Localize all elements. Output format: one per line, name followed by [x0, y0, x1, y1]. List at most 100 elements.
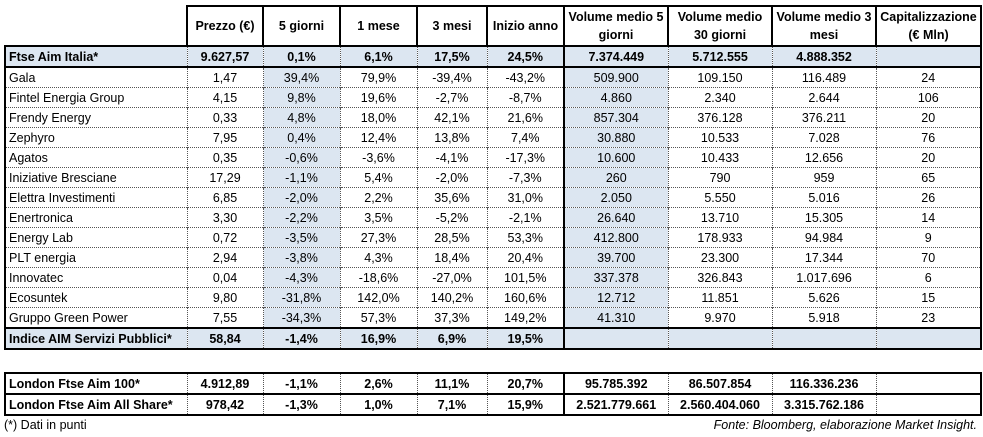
cell-8: 376.211 [771, 107, 876, 128]
cell-9: 20 [875, 107, 982, 128]
cell-7: 5.550 [667, 187, 772, 208]
cell-2: -0,6% [262, 147, 340, 168]
london-cell-2: -1,1% [262, 372, 340, 394]
london-cell-3: 1,0% [339, 393, 417, 416]
header-cell-9: Capitalizzazione (€ Mln) [875, 5, 982, 46]
cell-0: Elettra Investimenti [4, 187, 187, 208]
cell-5: -2,1% [486, 207, 564, 228]
table-row: Frendy Energy 0,33 4,8% 18,0% 42,1% 21,6% 857.… [4, 107, 982, 128]
cell-6: 2.050 [563, 187, 668, 208]
sector-cell-0: Indice AIM Servizi Pubblici* [4, 327, 187, 350]
cell-9: 76 [875, 127, 982, 148]
table-row: Ecosuntek 9,80 -31,8% 142,0% 140,2% 160,6% 12.… [4, 287, 982, 308]
cell-6: 39.700 [563, 247, 668, 268]
cell-9: 26 [875, 187, 982, 208]
cell-3: 79,9% [339, 66, 417, 88]
cell-6: 12.712 [563, 287, 668, 308]
cell-1: 4,15 [186, 87, 263, 108]
london-cell-4: 7,1% [416, 393, 487, 416]
cell-2: 39,4% [262, 66, 340, 88]
cell-4: -27,0% [416, 267, 487, 288]
cell-0: Fintel Energia Group [4, 87, 187, 108]
table-row: Enertronica 3,30 -2,2% 3,5% -5,2% -2,1% 26.640… [4, 207, 982, 228]
cell-3: -3,6% [339, 147, 417, 168]
cell-2: -1,1% [262, 167, 340, 188]
cell-7: 790 [667, 167, 772, 188]
table-row: PLT energia 2,94 -3,8% 4,3% 18,4% 20,4% 39.700… [4, 247, 982, 268]
cell-1: 1,47 [186, 66, 263, 88]
cell-3: -18,6% [339, 267, 417, 288]
footnote-source: Fonte: Bloomberg, elaborazione Market In… [713, 418, 977, 432]
cell-4: 18,4% [416, 247, 487, 268]
cell-7: 11.851 [667, 287, 772, 308]
index-cell-6: 7.374.449 [563, 45, 668, 67]
cell-3: 19,6% [339, 87, 417, 108]
cell-5: -17,3% [486, 147, 564, 168]
cell-8: 959 [771, 167, 876, 188]
cell-4: 13,8% [416, 127, 487, 148]
london-cell-7: 2.560.404.060 [667, 393, 772, 416]
cell-1: 0,04 [186, 267, 263, 288]
header-cell-3: 1 mese [339, 5, 417, 46]
cell-8: 15.305 [771, 207, 876, 228]
cell-0: PLT energia [4, 247, 187, 268]
sector-cell-4: 6,9% [416, 327, 487, 350]
sector-index-row: Indice AIM Servizi Pubblici* 58,84 -1,4% 16… [4, 327, 982, 350]
cell-5: 53,3% [486, 227, 564, 248]
cell-4: -4,1% [416, 147, 487, 168]
table-row: Iniziative Bresciane 17,29 -1,1% 5,4% -2,0% -… [4, 167, 982, 188]
cell-4: -39,4% [416, 66, 487, 88]
sector-cell-7 [667, 327, 772, 350]
cell-4: -5,2% [416, 207, 487, 228]
table-row: Gruppo Green Power 7,55 -34,3% 57,3% 37,3% 14… [4, 307, 982, 328]
cell-8: 5.626 [771, 287, 876, 308]
header-row: Prezzo (€) 5 giorni 1 mese 3 mesi Inizio ann… [5, 5, 982, 46]
cell-3: 57,3% [339, 307, 417, 328]
cell-7: 326.843 [667, 267, 772, 288]
sector-cell-3: 16,9% [339, 327, 417, 350]
index-cell-2: 0,1% [262, 45, 340, 67]
table-row: Energy Lab 0,72 -3,5% 27,3% 28,5% 53,3% 412.80… [4, 227, 982, 248]
cell-8: 2.644 [771, 87, 876, 108]
cell-2: -34,3% [262, 307, 340, 328]
header-cell-6: Volume medio 5 giorni [563, 5, 668, 46]
sector-cell-2: -1,4% [262, 327, 340, 350]
cell-5: 149,2% [486, 307, 564, 328]
london-cell-0: London Ftse Aim All Share* [4, 393, 187, 416]
cell-9: 20 [875, 147, 982, 168]
cell-8: 5.016 [771, 187, 876, 208]
cell-5: 21,6% [486, 107, 564, 128]
cell-9: 14 [875, 207, 982, 228]
cell-7: 109.150 [667, 66, 772, 88]
cell-2: 0,4% [262, 127, 340, 148]
cell-1: 9,80 [186, 287, 263, 308]
cell-0: Iniziative Bresciane [4, 167, 187, 188]
header-cell-0 [5, 6, 187, 46]
cell-0: Frendy Energy [4, 107, 187, 128]
cell-9: 15 [875, 287, 982, 308]
table-row: Innovatec 0,04 -4,3% -18,6% -27,0% 101,5% 337.… [4, 267, 982, 288]
cell-4: 35,6% [416, 187, 487, 208]
cell-8: 5.918 [771, 307, 876, 328]
cell-6: 857.304 [563, 107, 668, 128]
cell-6: 41.310 [563, 307, 668, 328]
cell-8: 94.984 [771, 227, 876, 248]
cell-1: 2,94 [186, 247, 263, 268]
cell-3: 5,4% [339, 167, 417, 188]
cell-3: 2,2% [339, 187, 417, 208]
aim-table: Prezzo (€) 5 giorni 1 mese 3 mesi Inizio ann… [4, 5, 982, 350]
index-row: Ftse Aim Italia* 9.627,57 0,1% 6,1% 17,5% 24,… [4, 45, 982, 67]
cell-8: 116.489 [771, 66, 876, 88]
cell-6: 10.600 [563, 147, 668, 168]
cell-4: 28,5% [416, 227, 487, 248]
london-row: London Ftse Aim 100* 4.912,89 -1,1% 2,6% 11,… [4, 372, 982, 394]
cell-3: 27,3% [339, 227, 417, 248]
london-cell-7: 86.507.854 [667, 372, 772, 394]
index-cell-7: 5.712.555 [667, 45, 772, 67]
cell-4: 42,1% [416, 107, 487, 128]
cell-7: 13.710 [667, 207, 772, 228]
table-row: Agatos 0,35 -0,6% -3,6% -4,1% -17,3% 10.600 10.… [4, 147, 982, 168]
cell-0: Innovatec [4, 267, 187, 288]
london-cell-2: -1,3% [262, 393, 340, 416]
table-row: Elettra Investimenti 6,85 -2,0% 2,2% 35,6% 31… [4, 187, 982, 208]
